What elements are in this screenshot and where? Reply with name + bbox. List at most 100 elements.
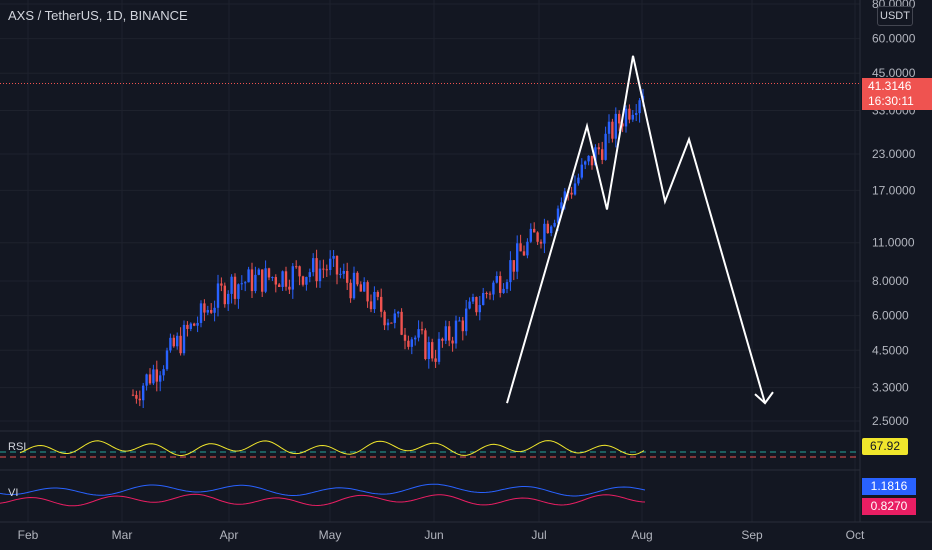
candle-body — [250, 269, 254, 292]
candle-body — [247, 269, 250, 283]
candle-body — [376, 291, 379, 297]
candle-body — [461, 320, 464, 332]
candle-body — [189, 323, 192, 329]
vi-plus-line — [0, 483, 646, 497]
candle-body — [468, 301, 471, 309]
candle-body — [352, 272, 356, 299]
candle-body — [553, 222, 556, 227]
candle-body — [590, 155, 594, 166]
symbol-title[interactable]: AXS / TetherUS, 1D, BINANCE — [8, 8, 188, 23]
candle-body — [550, 226, 553, 234]
candle-body — [420, 329, 424, 331]
candle-body — [597, 147, 600, 150]
candle-body — [356, 272, 359, 285]
price-tick-label: 17.0000 — [872, 183, 916, 197]
candle-body — [179, 335, 182, 354]
candle-body — [383, 311, 386, 326]
candle-body — [390, 322, 393, 324]
candle-body — [465, 308, 468, 332]
candle-body — [519, 243, 522, 252]
time-tick-label: Sep — [741, 528, 763, 542]
candle-body — [318, 268, 322, 282]
candle-body — [638, 100, 641, 114]
candle-body — [284, 271, 288, 287]
candle-body — [604, 133, 607, 160]
price-tick-label: 6.0000 — [872, 309, 909, 323]
time-axis[interactable]: Feb Mar Apr May Jun Jul Aug Sep Oct — [18, 528, 865, 542]
candle-body — [631, 114, 634, 120]
candle-body — [563, 191, 566, 203]
last-price-tag: 41.3146 16:30:11 — [862, 78, 932, 110]
candle-body — [301, 276, 305, 285]
candle-body — [165, 350, 169, 370]
candle-body — [407, 340, 410, 347]
candle-body — [570, 192, 573, 195]
candle-body — [349, 282, 352, 299]
candle-body — [274, 277, 277, 285]
candle-body — [332, 255, 335, 259]
candle-body — [254, 274, 257, 292]
projection-drawing[interactable] — [506, 55, 766, 404]
candle-body — [288, 286, 291, 290]
candle-body — [502, 288, 505, 293]
price-tick-label: 60.0000 — [872, 32, 916, 46]
candle-body — [131, 394, 135, 396]
candle-body — [512, 260, 515, 272]
candle-body — [335, 255, 339, 275]
candle-body — [526, 241, 529, 256]
candle-body — [291, 266, 294, 290]
candle-body — [448, 326, 451, 341]
price-tick-label: 23.0000 — [872, 147, 916, 161]
time-tick-label: Jun — [424, 528, 443, 542]
candle-body — [475, 296, 478, 313]
candle-body — [257, 269, 260, 275]
candle-body — [138, 398, 141, 401]
candle-body — [325, 269, 328, 271]
candle-body — [155, 369, 158, 382]
candle-body — [522, 251, 526, 256]
candle-body — [196, 322, 199, 326]
rsi-value-tag: 67.92 — [862, 438, 908, 455]
candle-body — [237, 284, 240, 299]
bar-countdown: 16:30:11 — [868, 94, 914, 108]
candle-body — [424, 330, 427, 360]
candle-body — [635, 113, 638, 115]
price-tick-label: 4.5000 — [872, 343, 909, 357]
candle-body — [329, 258, 332, 270]
candle-body — [427, 342, 430, 360]
candle-body — [543, 223, 546, 244]
rsi-label[interactable]: RSI — [8, 441, 27, 453]
candle-body — [397, 311, 400, 314]
candle-body — [533, 228, 536, 233]
arrow-head-icon — [754, 391, 774, 405]
candle-body — [536, 232, 539, 242]
price-tick-label: 3.3000 — [872, 381, 909, 395]
candle-body — [142, 385, 145, 401]
candle-body — [580, 164, 583, 178]
candle-body — [431, 342, 434, 359]
candle-body — [305, 276, 308, 285]
candle-body — [206, 310, 209, 313]
candle-body — [492, 282, 495, 295]
candle-body — [366, 282, 369, 302]
last-price-value: 41.3146 — [868, 79, 912, 93]
candle-body — [488, 293, 492, 295]
time-tick-label: Apr — [220, 528, 239, 542]
candle-body — [169, 337, 172, 351]
candle-body — [233, 276, 237, 299]
candle-body — [495, 276, 498, 283]
price-axis[interactable]: 80.000060.000045.000033.000023.000017.00… — [872, 0, 916, 428]
vi-plus-value-tag: 1.1816 — [862, 478, 916, 495]
candle-body — [264, 268, 267, 292]
candle-body — [437, 338, 441, 362]
candle-body — [210, 310, 213, 313]
candle-body — [176, 335, 179, 347]
currency-selector[interactable]: USDT — [877, 6, 913, 26]
candle-body — [295, 266, 298, 268]
candle-body — [560, 202, 563, 209]
vi-label[interactable]: VI — [8, 487, 19, 499]
candle-body — [614, 113, 617, 139]
candle-body — [529, 228, 532, 242]
candle-body — [216, 283, 220, 308]
